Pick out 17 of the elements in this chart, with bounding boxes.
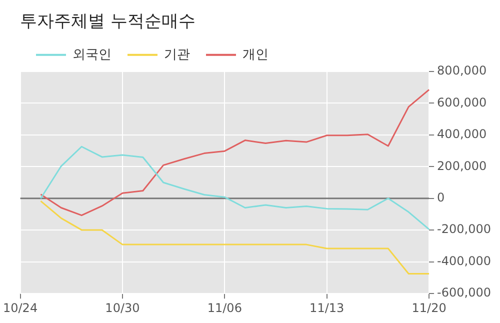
- y-tick-label: 0: [437, 190, 445, 204]
- y-tick-label: -400,000: [437, 254, 491, 268]
- y-tick-label: 800,000: [437, 64, 487, 78]
- y-tick-label: 600,000: [437, 95, 487, 110]
- y-tick-label: -200,000: [437, 222, 491, 236]
- y-tick-label: -600,000: [437, 286, 491, 300]
- legend-label: 개인: [242, 47, 268, 62]
- x-tick-label: 11/06: [207, 300, 242, 315]
- y-tick-label: 200,000: [437, 158, 487, 173]
- x-tick-label: 11/20: [412, 300, 446, 315]
- legend-label: 외국인: [72, 47, 112, 62]
- x-tick-label: 10/30: [105, 300, 140, 315]
- legend-label: 기관: [164, 47, 190, 62]
- chart-title: 투자주체별 누적순매수: [20, 12, 196, 32]
- y-tick-label: 400,000: [437, 127, 487, 142]
- x-tick-label: 10/24: [2, 300, 38, 315]
- x-tick-label: 11/13: [310, 300, 344, 315]
